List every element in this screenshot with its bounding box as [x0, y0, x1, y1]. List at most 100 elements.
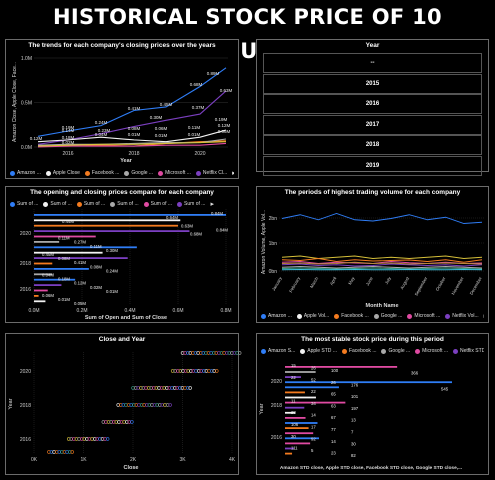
data-label: 5	[311, 448, 314, 453]
month-tick: October	[435, 276, 447, 292]
data-label: 11	[291, 398, 296, 403]
chart-legend: Amazon ... Apple Close Facebook ... Google …	[10, 169, 234, 177]
data-label: 0.06M	[42, 293, 54, 298]
data-label: 0.18M	[62, 135, 75, 140]
legend-item[interactable]: Facebook ...	[84, 170, 119, 176]
legend-item[interactable]: Amazon ...	[10, 170, 41, 176]
chart-title: The trends for each company's closing pr…	[28, 42, 216, 49]
data-label: 92	[311, 436, 316, 441]
data-label: 176	[351, 382, 359, 387]
slicer-item[interactable]: 2017	[263, 114, 482, 135]
bar	[34, 219, 181, 222]
data-label: 106	[291, 422, 299, 427]
tick-label: 0bn	[269, 269, 278, 275]
open-close-compare-chart[interactable]: The opening and closing prices compare f…	[5, 186, 239, 323]
legend-swatch	[261, 313, 266, 319]
legend-label: Microsoft ...	[414, 313, 441, 319]
legend-item[interactable]: Apple Close	[45, 170, 80, 176]
legend-item[interactable]: Facebook ...	[334, 313, 369, 319]
month-tick: September	[413, 276, 428, 297]
legend-next-arrow[interactable]: ▸	[232, 170, 234, 177]
data-label: 0.08M	[90, 264, 102, 269]
year-slicer[interactable]: Year -- 2015 2016 2017 2018 2019	[256, 39, 489, 176]
slicer-item[interactable]: 2016	[263, 94, 482, 114]
legend-item[interactable]: Google ...	[381, 348, 410, 354]
closing-price-trend-chart[interactable]: The trends for each company's closing pr…	[5, 39, 239, 179]
bar-chart-canvas: 0.0M 0.2M 0.4M 0.6M 0.8M Sum of Open and Sum …	[20, 209, 232, 321]
bar	[34, 246, 137, 249]
bar	[285, 417, 306, 419]
legend-item[interactable]: Microsoft ...	[158, 170, 191, 176]
data-label: 0.27M	[74, 240, 86, 245]
bar	[34, 262, 53, 265]
legend-item[interactable]: Sum of ...	[143, 201, 172, 207]
line-chart-canvas: 1.0M 0.5M 0.0M 2016 2018 2020 Year Amazon Close…	[12, 56, 233, 164]
data-label: 67	[331, 415, 336, 420]
slicer-item[interactable]: 2015	[263, 73, 482, 94]
legend-item[interactable]: Sum of ...	[110, 201, 139, 207]
tick-label: 0.4M	[124, 308, 135, 314]
bar	[34, 300, 46, 303]
legend-swatch	[43, 201, 49, 207]
legend-item[interactable]: Apple STD ...	[300, 348, 337, 354]
legend-item[interactable]: Sum of ...	[76, 201, 105, 207]
bar	[285, 386, 339, 389]
bar	[34, 257, 128, 259]
month-tick: November	[450, 276, 465, 296]
data-label: 0.23M	[98, 128, 111, 133]
legend-item[interactable]: Microsoft ...	[415, 348, 448, 354]
chart-legend: Amazon S... Apple STD ... Facebook ... Goog…	[261, 347, 484, 355]
teal-volume-line	[281, 267, 483, 270]
tick-label: 2016	[20, 287, 31, 293]
legend-item[interactable]: Sum of ...	[43, 201, 72, 207]
legend-item[interactable]: Sum of ...	[177, 201, 205, 207]
legend-item[interactable]: Amazon ...	[261, 313, 292, 319]
bar	[285, 401, 346, 404]
data-label: 0.64M	[166, 215, 178, 220]
month-tick: April	[329, 276, 338, 286]
chart-legend: Amazon ... Apple Vol... Facebook ... Google…	[261, 312, 484, 320]
legend-label: Sum of ...	[117, 201, 139, 207]
stable-price-chart[interactable]: The most stable stock price during this …	[256, 333, 489, 475]
data-label: 0.37M	[192, 105, 205, 110]
legend-item[interactable]: Amazon S...	[261, 348, 295, 354]
legend-item[interactable]: Netflix STD...	[453, 348, 484, 354]
close-year-scatter-chart[interactable]: Close and Year 0K 1K 2K 3K 4K Close Year 2020 20…	[5, 333, 242, 475]
data-label: 0.30M	[106, 248, 118, 253]
data-label: 14	[311, 413, 316, 418]
legend-swatch	[373, 313, 379, 319]
slicer-item[interactable]: --	[263, 53, 482, 73]
data-label: 0.06M	[155, 126, 168, 131]
bar	[285, 442, 311, 445]
bar	[285, 437, 320, 440]
bar	[285, 447, 295, 450]
slicer-item[interactable]: 2018	[263, 135, 482, 155]
legend-item[interactable]: Google ...	[124, 170, 153, 176]
data-label: 0.24M	[95, 120, 108, 125]
olive-volume-line	[281, 261, 483, 265]
legend-swatch	[453, 348, 459, 354]
legend-item[interactable]: Sum of ...	[10, 201, 38, 207]
legend-next-arrow[interactable]: ▸	[210, 201, 214, 208]
month-tick: July	[384, 275, 393, 285]
data-label: 101	[351, 394, 359, 399]
legend-item[interactable]: Netflix Vol...	[445, 313, 479, 319]
data-label: 15	[291, 363, 296, 368]
legend-item[interactable]: Netflix Cl...	[195, 170, 227, 176]
legend-item[interactable]: Facebook ...	[341, 348, 376, 354]
data-label: 17	[311, 425, 316, 430]
data-label: 0.01M	[155, 133, 168, 138]
tick-label: 4K	[229, 457, 236, 463]
scatter-point	[105, 437, 110, 441]
slicer-item[interactable]: 2019	[263, 155, 482, 176]
legend-item[interactable]: Google ...	[373, 313, 402, 319]
legend-item[interactable]: Apple Vol...	[296, 313, 329, 319]
bar	[285, 396, 316, 399]
tick-label: 0.0M	[21, 145, 32, 151]
trading-volume-chart[interactable]: The periods of highest trading volume fo…	[256, 186, 489, 323]
axis-title: Amazon Volume, Apple Vol...	[261, 210, 267, 274]
legend-item[interactable]: Microsoft ...	[407, 313, 440, 319]
tick-label: 0K	[31, 457, 38, 463]
data-label: 0.04M	[95, 132, 108, 137]
data-label: 0.41M	[128, 106, 141, 111]
